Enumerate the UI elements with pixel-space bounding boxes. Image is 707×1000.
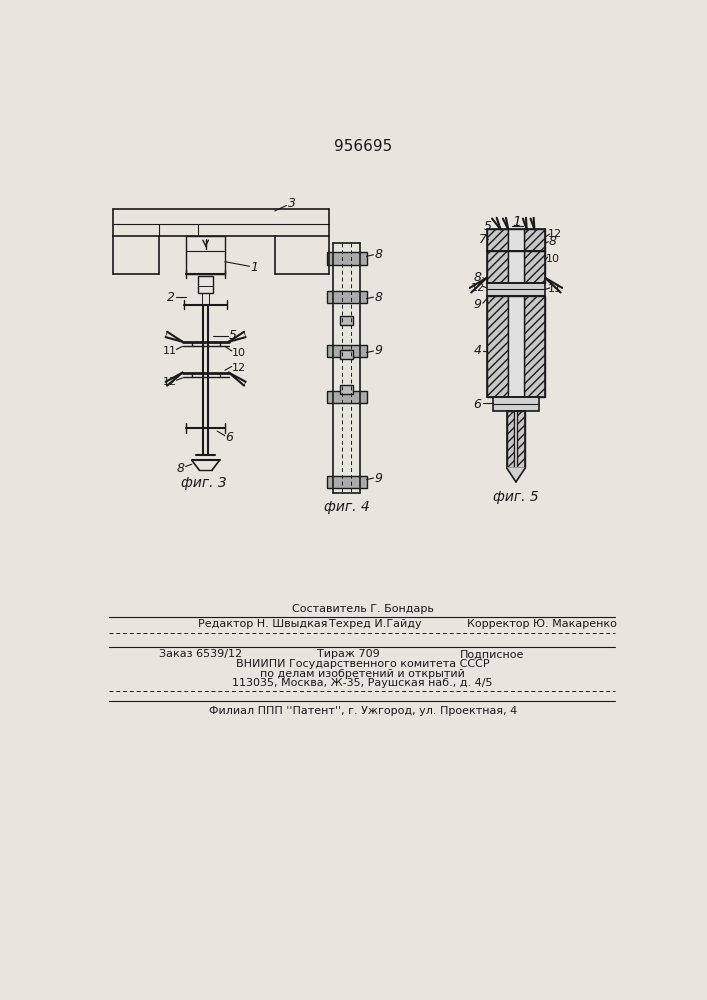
Text: 6: 6	[474, 398, 481, 411]
Bar	[327, 476, 366, 488]
Text: Корректор Ю. Макаренко: Корректор Ю. Макаренко	[467, 619, 617, 629]
Text: 113035, Москва, Ж-35, Раушская наб., д. 4/5: 113035, Москва, Ж-35, Раушская наб., д. …	[233, 678, 493, 688]
Text: ВНИИПИ Государственного комитета СССР: ВНИИПИ Государственного комитета СССР	[236, 659, 489, 669]
Bar	[327, 345, 366, 357]
Bar	[340, 350, 353, 359]
Text: фиг. 4: фиг. 4	[324, 500, 370, 514]
Text: 12: 12	[163, 377, 177, 387]
Text: 8: 8	[177, 462, 185, 475]
Text: 4: 4	[474, 344, 481, 358]
Bar	[486, 251, 508, 283]
Text: 11: 11	[163, 346, 177, 356]
Text: 10: 10	[232, 348, 246, 358]
Bar	[507, 411, 515, 468]
Text: 8: 8	[548, 235, 556, 248]
Text: 3: 3	[288, 197, 296, 210]
Text: 10: 10	[546, 254, 560, 264]
Text: 9: 9	[375, 472, 383, 485]
Text: 6: 6	[225, 431, 233, 444]
Text: Тираж 709: Тираж 709	[317, 649, 380, 659]
Text: 12: 12	[548, 229, 562, 239]
Text: 9: 9	[474, 298, 481, 311]
Bar	[524, 296, 545, 397]
Text: по делам изобретений и открытий: по делам изобретений и открытий	[260, 669, 465, 679]
Bar	[198, 276, 214, 293]
Text: Редактор Н. Швыдкая: Редактор Н. Швыдкая	[198, 619, 327, 629]
Text: 1: 1	[250, 261, 258, 274]
Text: Техред И.Гайду: Техред И.Гайду	[329, 619, 421, 629]
Bar	[508, 229, 524, 251]
Bar	[486, 283, 545, 296]
Text: 5: 5	[228, 329, 237, 342]
Bar	[524, 251, 545, 283]
Bar	[524, 229, 545, 251]
Text: Подписное: Подписное	[460, 649, 524, 659]
Bar	[486, 229, 508, 251]
Text: Филиал ППП ''Патент'', г. Ужгород, ул. Проектная, 4: Филиал ППП ''Патент'', г. Ужгород, ул. П…	[209, 706, 517, 716]
Text: фиг. 3: фиг. 3	[181, 476, 227, 490]
Bar	[340, 385, 353, 394]
Bar	[327, 291, 366, 303]
Bar	[340, 316, 353, 325]
Text: 7: 7	[479, 233, 487, 246]
Text: 956695: 956695	[334, 139, 392, 154]
Text: 9: 9	[375, 344, 383, 358]
Bar	[486, 296, 508, 397]
Text: 8: 8	[375, 291, 383, 304]
Polygon shape	[507, 468, 525, 482]
Bar	[508, 251, 524, 283]
Bar	[508, 296, 524, 397]
Bar	[327, 252, 366, 265]
Bar	[187, 235, 225, 274]
Text: 11: 11	[548, 284, 562, 294]
Text: 8: 8	[474, 271, 481, 284]
Bar	[518, 411, 525, 468]
Text: 5: 5	[484, 220, 492, 233]
Text: Составитель Г. Бондарь: Составитель Г. Бондарь	[292, 604, 433, 614]
Bar	[493, 397, 539, 411]
Text: фиг. 5: фиг. 5	[493, 490, 539, 504]
Text: 12: 12	[470, 283, 484, 293]
Bar	[327, 391, 366, 403]
Text: 2: 2	[167, 291, 175, 304]
Text: Заказ 6539/12: Заказ 6539/12	[160, 649, 243, 659]
Text: 1: 1	[513, 215, 521, 229]
Text: 8: 8	[375, 248, 383, 261]
Text: 12: 12	[232, 363, 246, 373]
